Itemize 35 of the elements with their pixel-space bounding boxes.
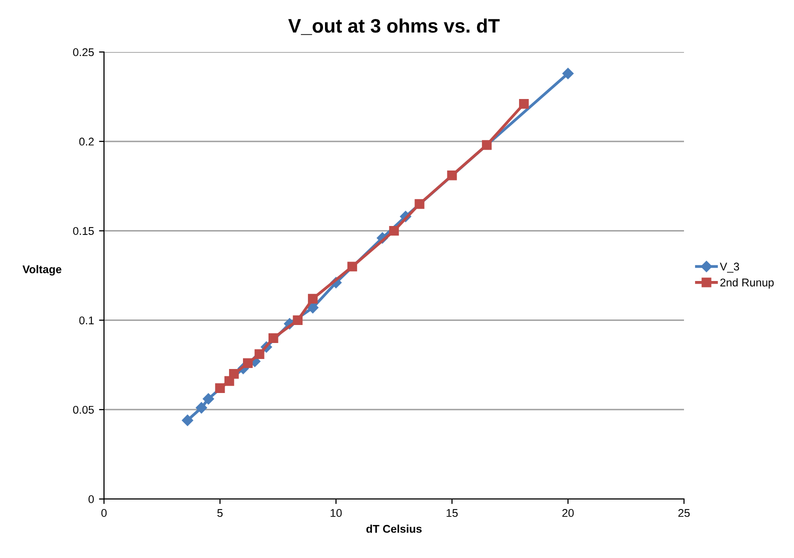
point — [202, 393, 214, 404]
x-tick-label: 20 — [562, 509, 574, 517]
point — [414, 199, 424, 209]
y-tick-label: 0.2 — [79, 138, 94, 146]
point — [215, 383, 225, 394]
point — [307, 302, 318, 314]
point — [482, 140, 492, 150]
x-tick-label: 15 — [446, 509, 458, 517]
point — [519, 98, 529, 109]
y-tick-label: 0 — [88, 495, 94, 504]
point — [229, 368, 239, 379]
x-tick-label: 5 — [217, 509, 223, 517]
x-tick-label: 25 — [678, 509, 690, 517]
y-tick-label: 0.05 — [73, 406, 94, 414]
legend-label: 2nd Runup — [720, 278, 774, 289]
point — [182, 414, 194, 426]
point — [254, 349, 264, 360]
y-tick-label: 0.25 — [73, 48, 94, 56]
point — [562, 68, 574, 80]
point — [196, 402, 208, 414]
y-tick-label: 0.1 — [79, 316, 94, 324]
x-tick-label: 0 — [101, 509, 107, 517]
point — [389, 226, 399, 236]
chart-title: V_out at 3 ohms vs. dT — [288, 18, 500, 35]
legend-label: V_3 — [720, 262, 740, 273]
y-axis-title: Voltage — [22, 265, 62, 276]
y-tick-label: 0.15 — [73, 227, 94, 235]
point — [347, 262, 358, 272]
x-tick-label: 10 — [330, 509, 342, 517]
point — [308, 294, 318, 304]
point — [292, 315, 303, 326]
point — [268, 333, 278, 343]
x-axis-title: dT Celsius — [366, 524, 422, 533]
point — [447, 170, 457, 180]
point — [242, 358, 253, 368]
